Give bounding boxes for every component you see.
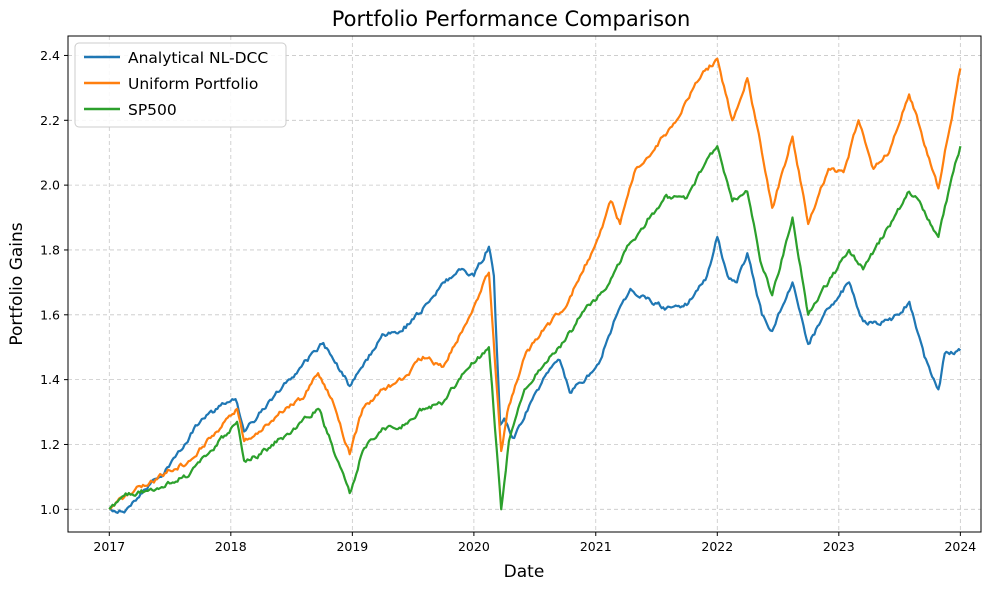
series-line-2 [108,145,962,511]
x-tick-label: 2023 [823,539,855,554]
legend: Analytical NL-DCC Uniform Portfolio SP500 [74,42,287,128]
y-tick-label: 2.0 [40,178,60,193]
x-tick-label: 2024 [944,539,976,554]
y-tick-label: 1.2 [40,437,60,452]
x-tick-label: 2022 [701,539,733,554]
legend-label: SP500 [128,101,177,119]
x-tick-label: 2020 [458,539,490,554]
x-tick-label: 2021 [580,539,612,554]
y-tick-label: 2.2 [40,113,60,128]
y-tick-label: 1.8 [40,242,60,257]
legend-label: Uniform Portfolio [128,75,258,93]
grid-lines [68,36,981,532]
plot-frame [67,35,982,533]
chart-title: Portfolio Performance Comparison [332,7,691,31]
x-tick-label: 2017 [93,539,125,554]
x-tick-label: 2019 [336,539,368,554]
x-tick-label: 2018 [215,539,247,554]
y-tick-label: 1.0 [40,502,60,517]
y-tick-label: 2.4 [40,48,60,63]
y-axis-label: Portfolio Gains [7,222,27,345]
series-line-1 [108,57,962,511]
legend-label: Analytical NL-DCC [128,49,268,67]
axis-ticks: 2017 2018 2019 2020 2021 2022 2023 2024 1.0 1.2 1.… [40,48,976,554]
x-axis-label: Date [504,562,545,582]
series-lines [108,57,962,514]
series-line-0 [109,235,962,514]
y-tick-label: 1.4 [40,372,60,387]
legend-box [74,42,287,128]
y-tick-label: 1.6 [40,307,60,322]
